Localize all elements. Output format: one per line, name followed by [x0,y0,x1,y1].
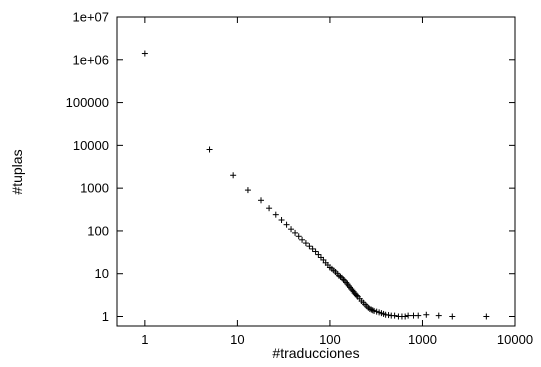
x-axis: 1 10 100 1000 10000 [141,17,533,347]
data-point [272,211,279,218]
data-point [278,217,285,224]
data-point [385,312,392,319]
data-point [368,306,375,313]
x-tick-label: 1000 [408,332,437,347]
data-point [366,305,373,312]
data-point [288,226,295,233]
y-tick-label: 100 [87,223,109,238]
data-point [449,313,456,320]
y-tick-label: 1e+06 [72,52,109,67]
data-point [299,236,306,243]
x-axis-label: #traducciones [272,345,359,361]
data-point [266,205,273,212]
data-point [340,276,347,283]
x-tick-label: 10000 [497,332,533,347]
x-tick-label: 10 [230,332,244,347]
y-tick-label: 100000 [66,95,109,110]
data-point [353,292,360,299]
data-point [423,311,430,318]
y-tick-label: 10000 [73,138,109,153]
data-point [283,221,290,228]
data-point [312,248,319,255]
plot-frame [116,16,516,327]
data-point [306,243,313,250]
y-tick-label: 1 [102,309,109,324]
data-point [402,313,409,320]
data-point [258,197,265,204]
data-points [141,50,490,320]
data-point [230,172,237,179]
x-tick-label: 1 [141,332,148,347]
data-point [415,312,422,319]
x-tick-label: 100 [319,332,341,347]
data-point [295,233,302,240]
data-point [369,307,376,314]
data-point [345,282,352,289]
data-point [309,245,316,252]
data-point [244,187,251,194]
y-axis-label: #tuplas [9,149,25,194]
data-point [391,312,398,319]
data-point [435,312,442,319]
data-point [483,313,490,320]
data-point [141,50,148,57]
data-point [315,251,322,258]
data-point [405,312,412,319]
y-tick-label: 1e+07 [72,10,109,25]
data-point [206,146,213,153]
data-point [337,273,344,280]
y-tick-label: 10 [95,266,109,281]
data-point [292,229,299,236]
y-axis: 1 10 100 1000 10000 100000 1e+06 1e+07 [66,10,515,324]
data-point [302,240,309,247]
y-tick-label: 1000 [80,181,109,196]
data-point [371,307,378,314]
